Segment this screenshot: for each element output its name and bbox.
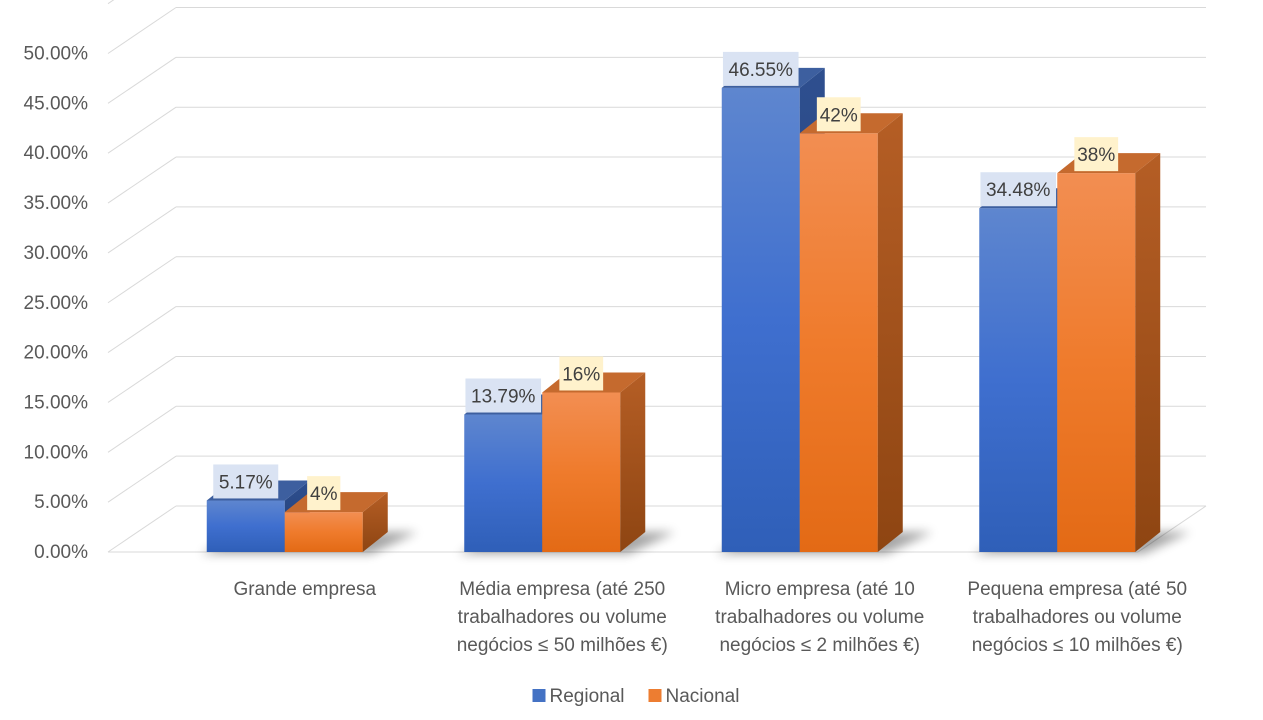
bar-nacional-side: [1135, 153, 1161, 552]
bar-nacional-front: [799, 133, 878, 552]
x-tick-label: negócios ≤ 50 milhões €): [457, 635, 668, 656]
data-label-box: [559, 356, 604, 391]
bar-regional-front: [206, 500, 285, 552]
bar-nacional-side: [620, 372, 646, 552]
y-tick-label: 5.00%: [34, 492, 88, 513]
legend-swatch-regional: [532, 689, 546, 702]
data-label: 42%: [820, 105, 858, 126]
gridline-diagonal: [107, 206, 177, 254]
data-label-box: [1074, 137, 1119, 172]
data-label-box: [465, 378, 542, 413]
y-tick-label: 10.00%: [24, 442, 89, 463]
data-label: 13.79%: [471, 387, 536, 408]
data-label: 38%: [1077, 145, 1115, 166]
gridline-diagonal: [107, 405, 177, 453]
bar-nacional-front: [1057, 173, 1136, 552]
data-label: 5.17%: [219, 472, 273, 493]
y-tick-label: 20.00%: [24, 343, 89, 364]
bar-nacional-front: [542, 392, 621, 552]
y-tick-label: 45.00%: [24, 93, 89, 114]
gridline-diagonal: [107, 106, 177, 154]
x-tick-label: trabalhadores ou volume: [973, 607, 1182, 628]
bar-regional-front: [464, 414, 543, 552]
x-tick-label: negócios ≤ 10 milhões €): [972, 635, 1183, 656]
x-tick-label: Micro empresa (até 10: [725, 579, 915, 600]
data-label: 16%: [562, 364, 600, 385]
gridline-diagonal: [107, 455, 177, 503]
bar-regional-front: [979, 208, 1058, 552]
x-tick-label: negócios ≤ 2 milhões €): [719, 635, 920, 656]
y-tick-label: 25.00%: [24, 293, 89, 314]
y-tick-label: 30.00%: [24, 243, 89, 264]
y-tick-label: 50.00%: [24, 44, 89, 65]
gridline-diagonal: [107, 0, 115, 5]
gridline-diagonal: [107, 356, 177, 403]
bar-nacional-side: [362, 492, 388, 552]
data-label: 4%: [310, 484, 338, 505]
data-label-box: [816, 97, 861, 132]
bar-nacional-front: [284, 512, 363, 552]
data-label-box: [722, 51, 799, 86]
bar-regional-front: [721, 87, 800, 553]
gridline-diagonal: [107, 256, 177, 304]
data-label-box: [213, 464, 279, 499]
legend-label-regional: Regional: [550, 686, 625, 707]
gridline-diagonal: [107, 56, 177, 104]
x-tick-label: trabalhadores ou volume: [715, 607, 924, 628]
data-label: 46.55%: [729, 60, 794, 81]
x-tick-label: Grande empresa: [233, 579, 376, 600]
y-tick-label: 15.00%: [24, 392, 89, 413]
data-label-box: [980, 172, 1057, 207]
x-tick-label: Pequena empresa (até 50: [967, 579, 1187, 600]
x-tick-label: Média empresa (até 250: [459, 579, 665, 600]
y-tick-label: 0.00%: [34, 542, 88, 563]
bar-nacional-side: [877, 113, 903, 552]
gridline-diagonal: [107, 7, 177, 54]
gridline-diagonal: [107, 306, 177, 354]
y-tick-label: 35.00%: [24, 193, 89, 214]
gridline-diagonal: [107, 505, 177, 553]
legend-swatch-nacional: [648, 689, 662, 702]
gridline-diagonal: [107, 156, 177, 204]
x-tick-label: trabalhadores ou volume: [458, 607, 667, 628]
data-label-box: [307, 476, 341, 511]
legend-label-nacional: Nacional: [666, 686, 740, 707]
data-label: 34.48%: [986, 180, 1051, 201]
y-tick-label: 40.00%: [24, 143, 89, 164]
